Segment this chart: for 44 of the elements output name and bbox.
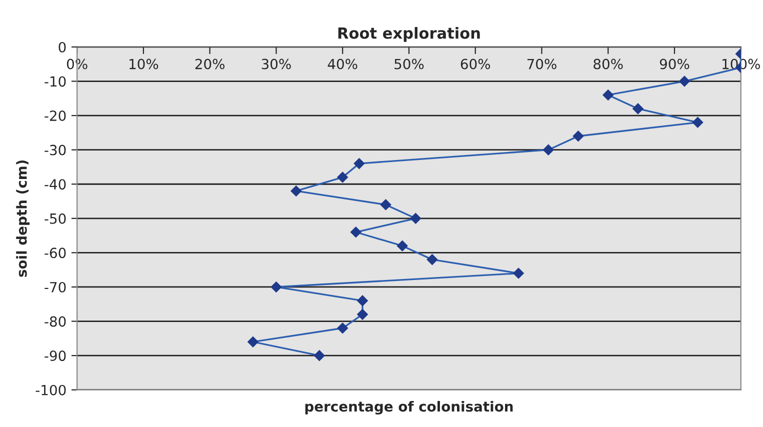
point <box>354 158 365 169</box>
y-axis-title: soil depth (cm) <box>16 160 30 277</box>
x-tick-label: 90% <box>660 58 690 70</box>
y-tick-label: -70 <box>44 282 66 292</box>
point <box>542 144 554 156</box>
x-tick-label: 50% <box>394 58 424 70</box>
y-tick-label: -60 <box>44 248 66 258</box>
chart-title: Root exploration <box>338 27 480 42</box>
point <box>679 76 690 87</box>
y-tick-label: -100 <box>36 384 66 396</box>
point <box>350 226 362 238</box>
y-tick-label: -10 <box>44 76 66 87</box>
point <box>632 103 644 114</box>
point <box>692 116 704 128</box>
x-tick-label: 20% <box>195 58 224 70</box>
x-tick-label: 80% <box>594 58 623 70</box>
y-tick-label: 0 <box>58 42 66 52</box>
point <box>380 199 392 210</box>
x-tick-label: 40% <box>328 58 358 70</box>
y-tick-label: -90 <box>44 350 66 362</box>
y-tick-label: -80 <box>44 316 66 327</box>
point <box>357 295 368 306</box>
point <box>290 186 302 196</box>
point <box>337 322 348 334</box>
point <box>426 254 438 265</box>
point <box>572 130 584 142</box>
x-tick-label: 30% <box>262 58 291 70</box>
point <box>270 282 282 292</box>
y-tick-label: -30 <box>44 144 66 156</box>
point <box>513 268 524 279</box>
point <box>602 90 614 100</box>
y-tick-label: -40 <box>44 179 66 190</box>
x-tick-label: 10% <box>130 58 158 70</box>
x-tick-label: 60% <box>460 58 490 70</box>
x-axis-title: percentage of colonisation <box>305 400 513 415</box>
y-tick-label: -50 <box>44 213 66 224</box>
x-tick-label: 70% <box>527 58 556 70</box>
point <box>396 240 408 252</box>
point <box>314 350 325 361</box>
point <box>337 172 348 183</box>
y-tick-label: -20 <box>44 110 66 122</box>
point <box>357 308 368 320</box>
point <box>410 212 422 224</box>
point <box>248 336 258 348</box>
